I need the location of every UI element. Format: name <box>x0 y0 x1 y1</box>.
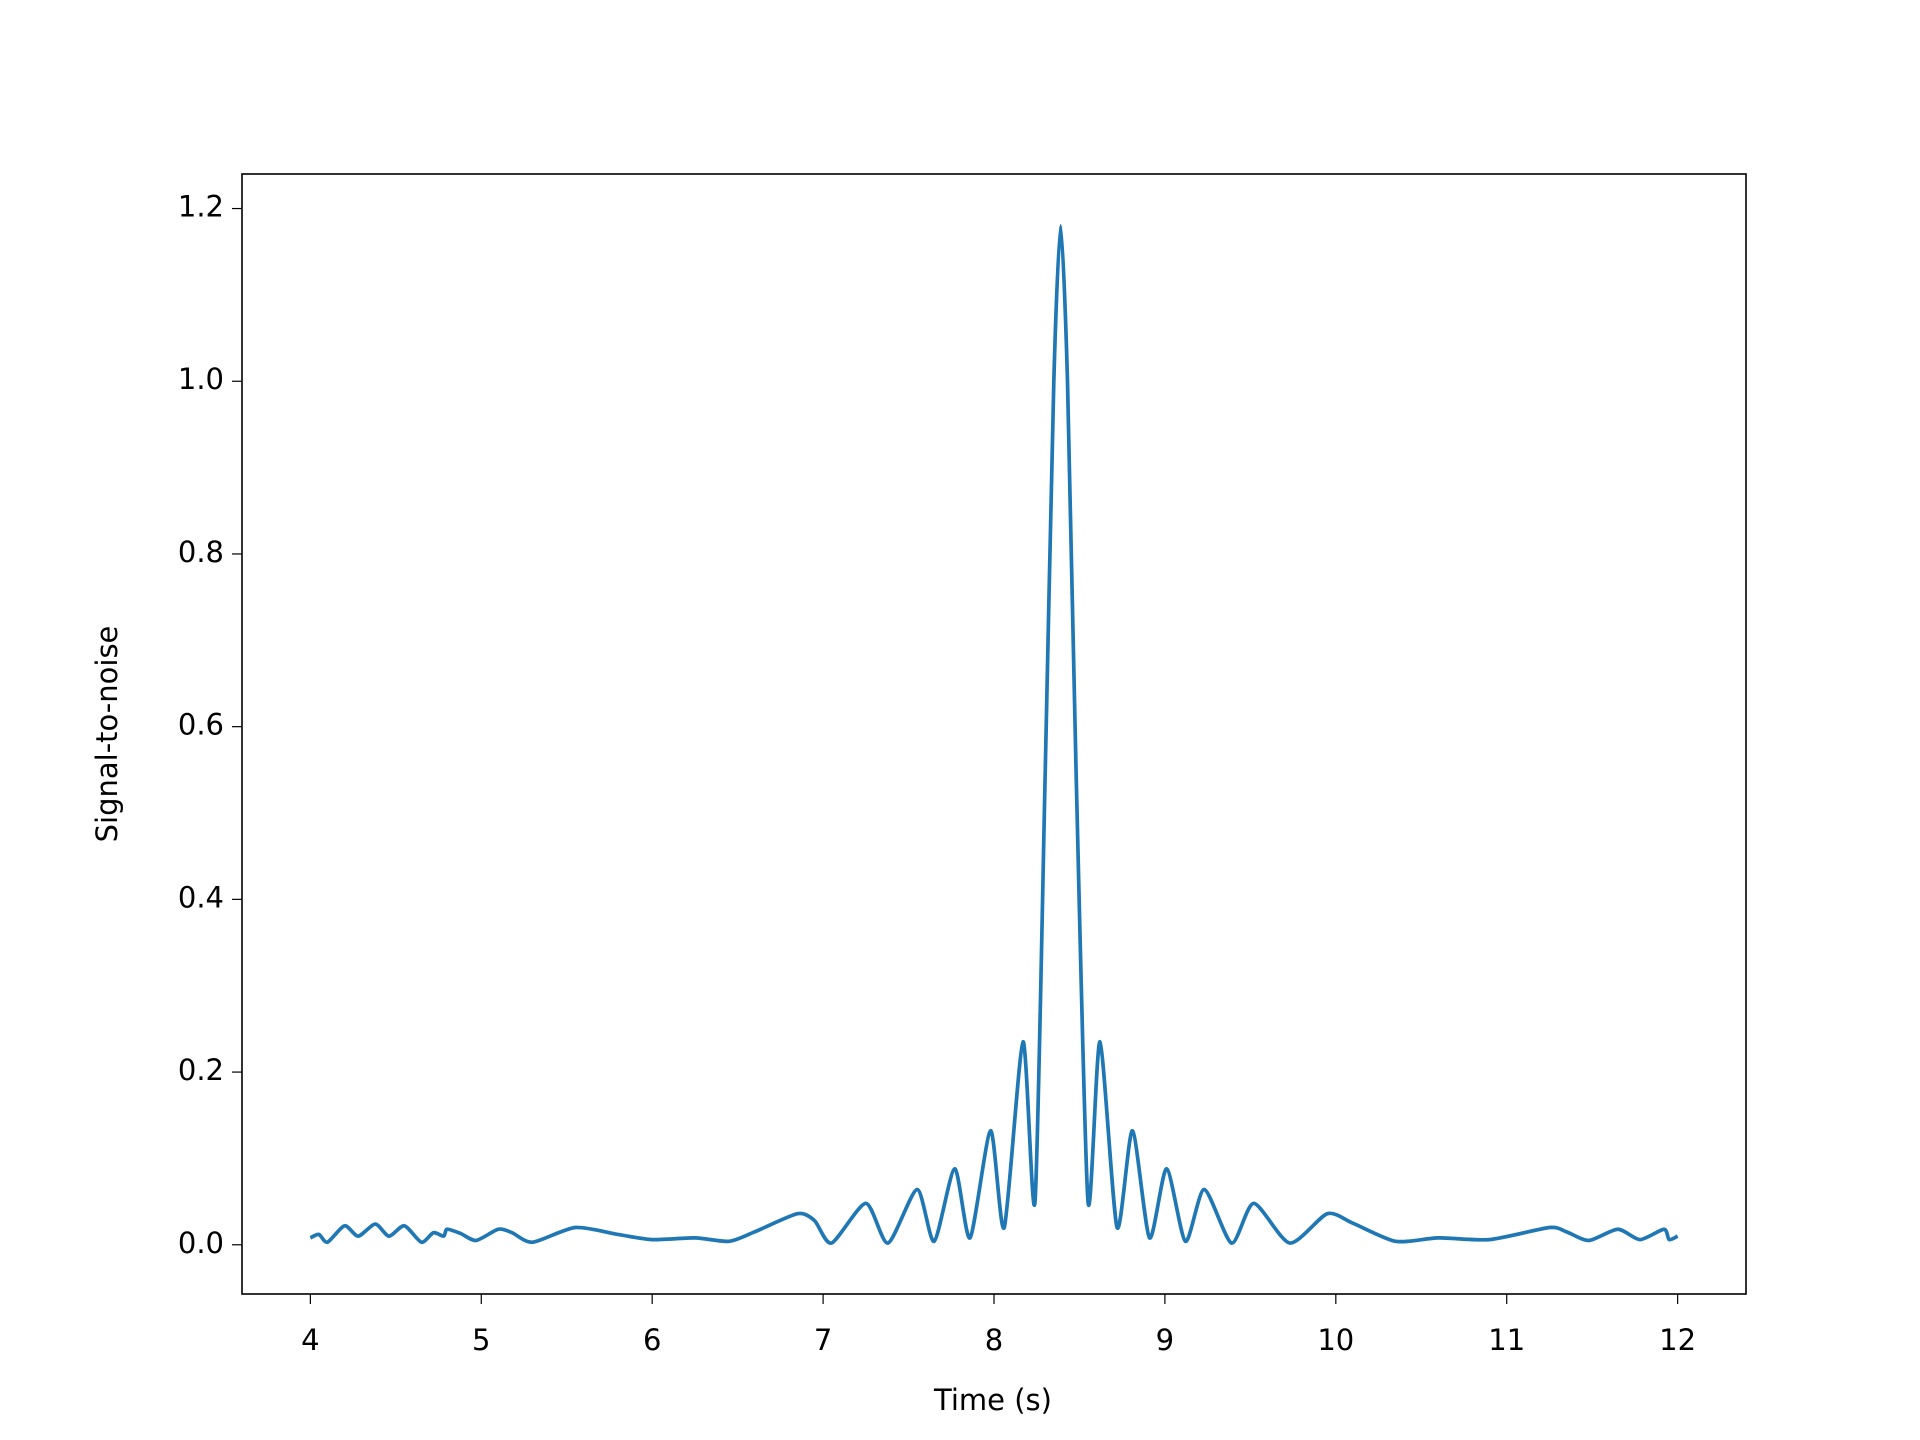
y-axis-label: Signal-to-noise <box>90 626 124 843</box>
x-tick-label: 9 <box>1156 1323 1174 1357</box>
line <box>309 223 1679 1245</box>
x-tick-label: 11 <box>1488 1323 1525 1357</box>
y-tick-label: 1.2 <box>178 190 224 224</box>
x-tick-label: 10 <box>1317 1323 1354 1357</box>
x-tick-label: 4 <box>301 1323 319 1357</box>
x-tick-label: 8 <box>985 1323 1003 1357</box>
y-tick-label: 0.2 <box>178 1053 224 1087</box>
x-tick-label: 12 <box>1659 1323 1696 1357</box>
y-tick-label: 0.4 <box>178 880 224 914</box>
y-tick-label: 0.0 <box>178 1226 224 1260</box>
y-tick-label: 0.8 <box>178 535 224 569</box>
plot-frame <box>241 173 1747 1295</box>
x-tick-label: 5 <box>472 1323 490 1357</box>
x-axis-label: Time (s) <box>933 1383 1052 1417</box>
y-tick-label: 0.6 <box>178 708 224 742</box>
y-tick-label: 1.0 <box>178 362 224 396</box>
x-tick-label: 6 <box>643 1323 661 1357</box>
x-tick-label: 7 <box>814 1323 832 1357</box>
